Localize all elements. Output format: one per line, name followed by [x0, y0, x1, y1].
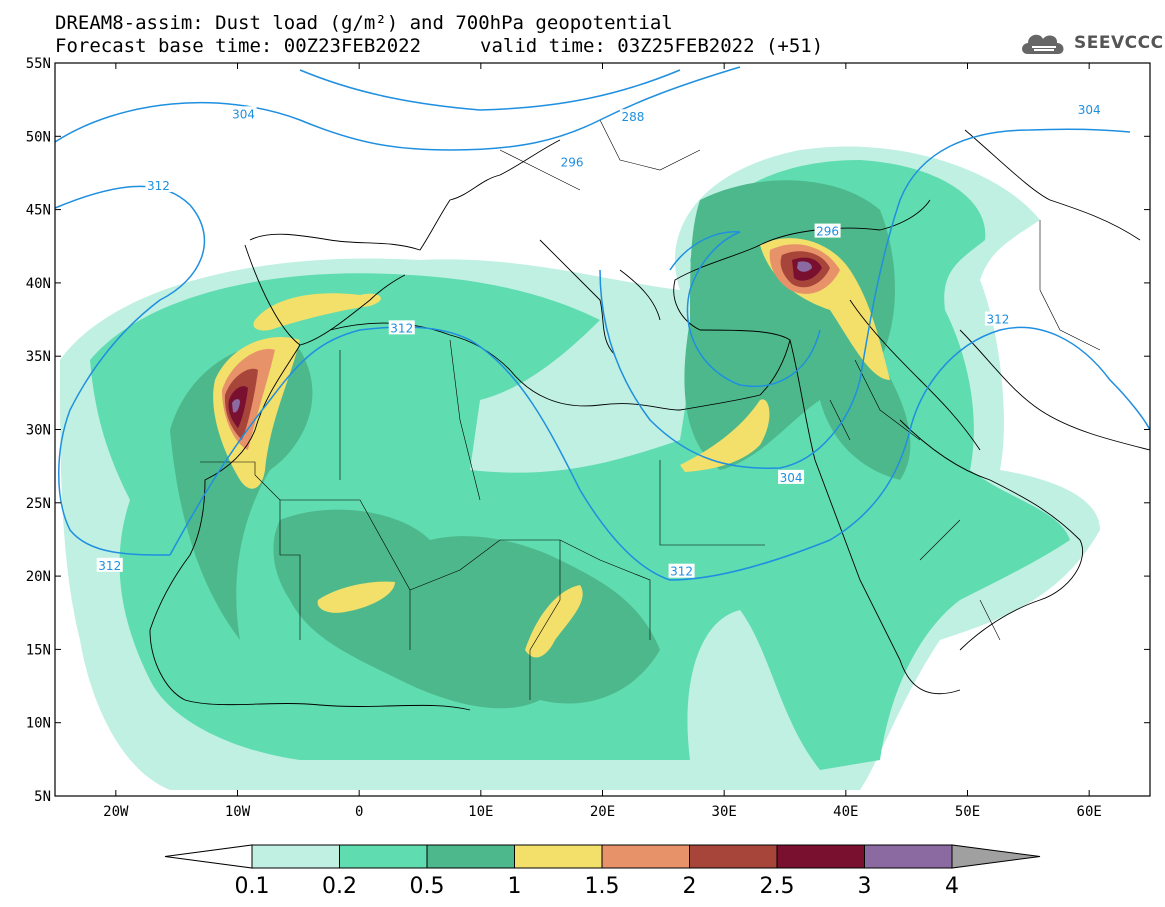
lon-tick-label: 40E [833, 804, 858, 820]
dust-field-layer [55, 63, 1150, 796]
valid-time: valid time: 03Z25FEB2022 (+51) [480, 35, 824, 57]
lat-tick-label: 40N [26, 276, 51, 292]
colorbar-swatch [776, 844, 865, 869]
lat-tick-label: 30N [26, 423, 51, 439]
colorbar-swatch [601, 844, 690, 869]
dust-region-1-nubia [525, 585, 583, 658]
dust-region-1-iberia [253, 293, 381, 331]
lon-tick-label: 10W [225, 804, 251, 820]
lon-tick-label: 20W [103, 804, 129, 820]
logo-text: SEEVCCC [1074, 33, 1164, 53]
contour-label-bg [96, 557, 123, 572]
contour-label-bg [619, 109, 646, 124]
lon-tick-label: 0 [355, 804, 363, 820]
colorbar-label: 2.5 [760, 874, 795, 899]
contour-label: 296 [816, 225, 839, 239]
colorbar-swatch [864, 844, 953, 869]
contour-label-bg [388, 320, 415, 335]
colorbar-swatch [251, 844, 340, 869]
colorbar-label: 0.5 [410, 874, 445, 899]
dust-region-0.5-west [170, 343, 313, 640]
lat-tick-label: 20N [26, 569, 51, 585]
contour-label-bg [559, 154, 586, 169]
dust-region-1-egypt [680, 399, 770, 472]
contour-label: 304 [1078, 103, 1101, 117]
colorbar-label: 0.1 [235, 874, 270, 899]
colorbar-label: 4 [945, 874, 959, 899]
contour-label: 312 [670, 565, 693, 579]
dust-region-0.5-levant [684, 180, 911, 480]
lat-tick-label: 55N [26, 56, 51, 72]
contour-label: 304 [232, 107, 255, 121]
colorbar-label: 1 [508, 874, 522, 899]
lon-tick-label: 60E [1077, 804, 1102, 820]
contour-label: 288 [621, 110, 644, 124]
lon-tick-label: 30E [712, 804, 737, 820]
country-borders [200, 119, 1101, 700]
lat-tick-label: 50N [26, 129, 51, 145]
dust-region-3-turkey [797, 261, 812, 272]
lon-tick-label: 10E [468, 804, 493, 820]
lat-tick-label: 10N [26, 716, 51, 732]
colorbar-swatch [426, 844, 515, 869]
contour-label-bg [145, 178, 172, 193]
lat-tick-label: 45N [26, 203, 51, 219]
lat-tick-label: 15N [26, 642, 51, 658]
dust-region-0.5-sahara [273, 509, 660, 709]
lat-tick-label: 5N [34, 789, 51, 805]
contour-label-bg [984, 311, 1011, 326]
contour-label-bg [814, 223, 841, 238]
dust-region-3-morocco [232, 399, 240, 413]
geopotential-contours [55, 66, 1150, 581]
lon-tick-label: 20E [590, 804, 615, 820]
contour-label: 304 [780, 471, 803, 485]
axis-layer: 55N 50N 45N 40N 35N 30N 25N 20N 15N 10N 5N 20W 10W 0 1… [26, 56, 1150, 820]
contour-label-bg [778, 469, 805, 484]
colorbar-min-arrow [164, 844, 253, 869]
contour-label-bg [668, 563, 695, 578]
colorbar-max-arrow [951, 844, 1041, 869]
contour-label-bg [230, 106, 257, 121]
colorbar-label: 0.2 [322, 874, 357, 899]
colorbar-legend: 0.1 0.2 0.5 1 1.5 2 2.5 3 4 [164, 844, 1041, 899]
contour-label-bg [1076, 101, 1103, 116]
contour-label: 296 [561, 156, 584, 170]
dust-region-1-niger [317, 581, 395, 613]
lon-tick-label: 50E [955, 804, 980, 820]
colorbar-label: 3 [858, 874, 872, 899]
contour-label: 312 [98, 559, 121, 573]
coastlines [149, 129, 1150, 711]
colorbar-swatch [339, 844, 428, 869]
contour-label-layer: 304 288 296 312 312 312 312 304 296 312 304 [96, 101, 1103, 579]
lat-tick-label: 25N [26, 496, 51, 512]
colorbar-label: 2 [683, 874, 697, 899]
seevccc-logo: SEEVCCC [1018, 28, 1164, 58]
contour-label: 312 [147, 179, 170, 193]
colorbar-label: 1.5 [585, 874, 620, 899]
cloud-icon [1022, 34, 1064, 54]
colorbar-swatch [514, 844, 603, 869]
contour-label: 312 [986, 313, 1009, 327]
map-title: DREAM8-assim: Dust load (g/m²) and 700hP… [55, 12, 673, 34]
colorbar-swatch [689, 844, 778, 869]
forecast-base-time: Forecast base time: 00Z23FEB2022 [55, 35, 422, 57]
contour-label: 312 [390, 321, 413, 335]
lat-tick-label: 35N [26, 349, 51, 365]
